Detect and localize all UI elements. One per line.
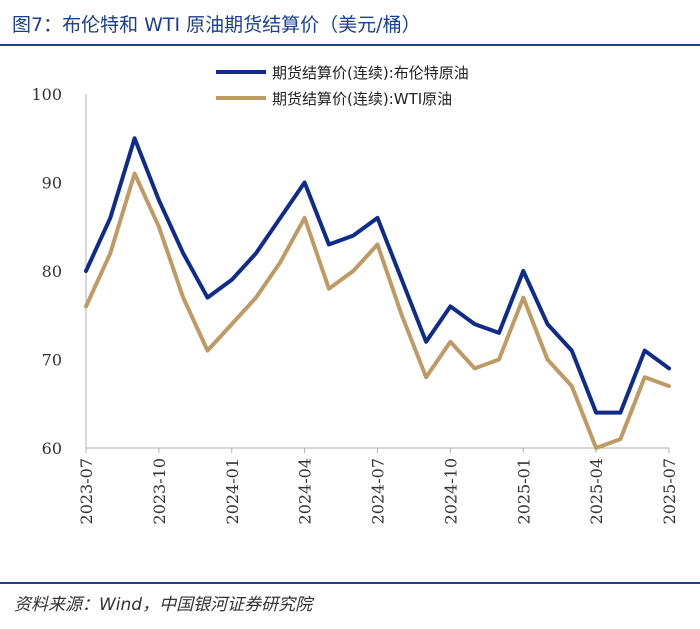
- source-rule: [0, 582, 700, 584]
- x-tick-label: 2025-07: [660, 458, 679, 524]
- y-axis: 60 70 80 90 100: [31, 85, 87, 458]
- y-tick-label: 80: [42, 262, 62, 281]
- x-tick-label: 2024-07: [369, 458, 388, 524]
- chart-svg: 60 70 80 90 100 2023-07 2023-10 2024-01 2024-04…: [31, 64, 679, 524]
- title-rule: [0, 44, 700, 46]
- legend-label: 期货结算价(连续):布伦特原油: [272, 64, 469, 82]
- x-tick-label: 2024-10: [441, 458, 460, 524]
- series-layer: [84, 136, 671, 450]
- series-line-wti: [84, 171, 671, 450]
- x-tick-label: 2025-01: [514, 458, 533, 524]
- x-tick-label: 2023-07: [77, 458, 96, 524]
- x-tick-label: 2025-04: [587, 458, 606, 524]
- x-tick-label: 2023-10: [150, 458, 169, 524]
- figure-title: 图7：布伦特和 WTI 原油期货结算价（美元/桶）: [12, 14, 421, 36]
- series-line-brent: [84, 136, 671, 415]
- legend-label: 期货结算价(连续):WTI原油: [272, 90, 452, 108]
- y-tick-label: 70: [42, 351, 62, 370]
- x-tick-label: 2024-04: [296, 458, 315, 524]
- x-axis: 2023-07 2023-10 2024-01 2024-04 2024-07 2024-…: [77, 447, 679, 524]
- y-tick-label: 100: [31, 85, 62, 104]
- y-tick-label: 60: [42, 439, 62, 458]
- y-tick-label: 90: [42, 174, 62, 193]
- source-note: 资料来源：Wind，中国银河证券研究院: [14, 595, 313, 615]
- x-tick-label: 2024-01: [223, 458, 242, 524]
